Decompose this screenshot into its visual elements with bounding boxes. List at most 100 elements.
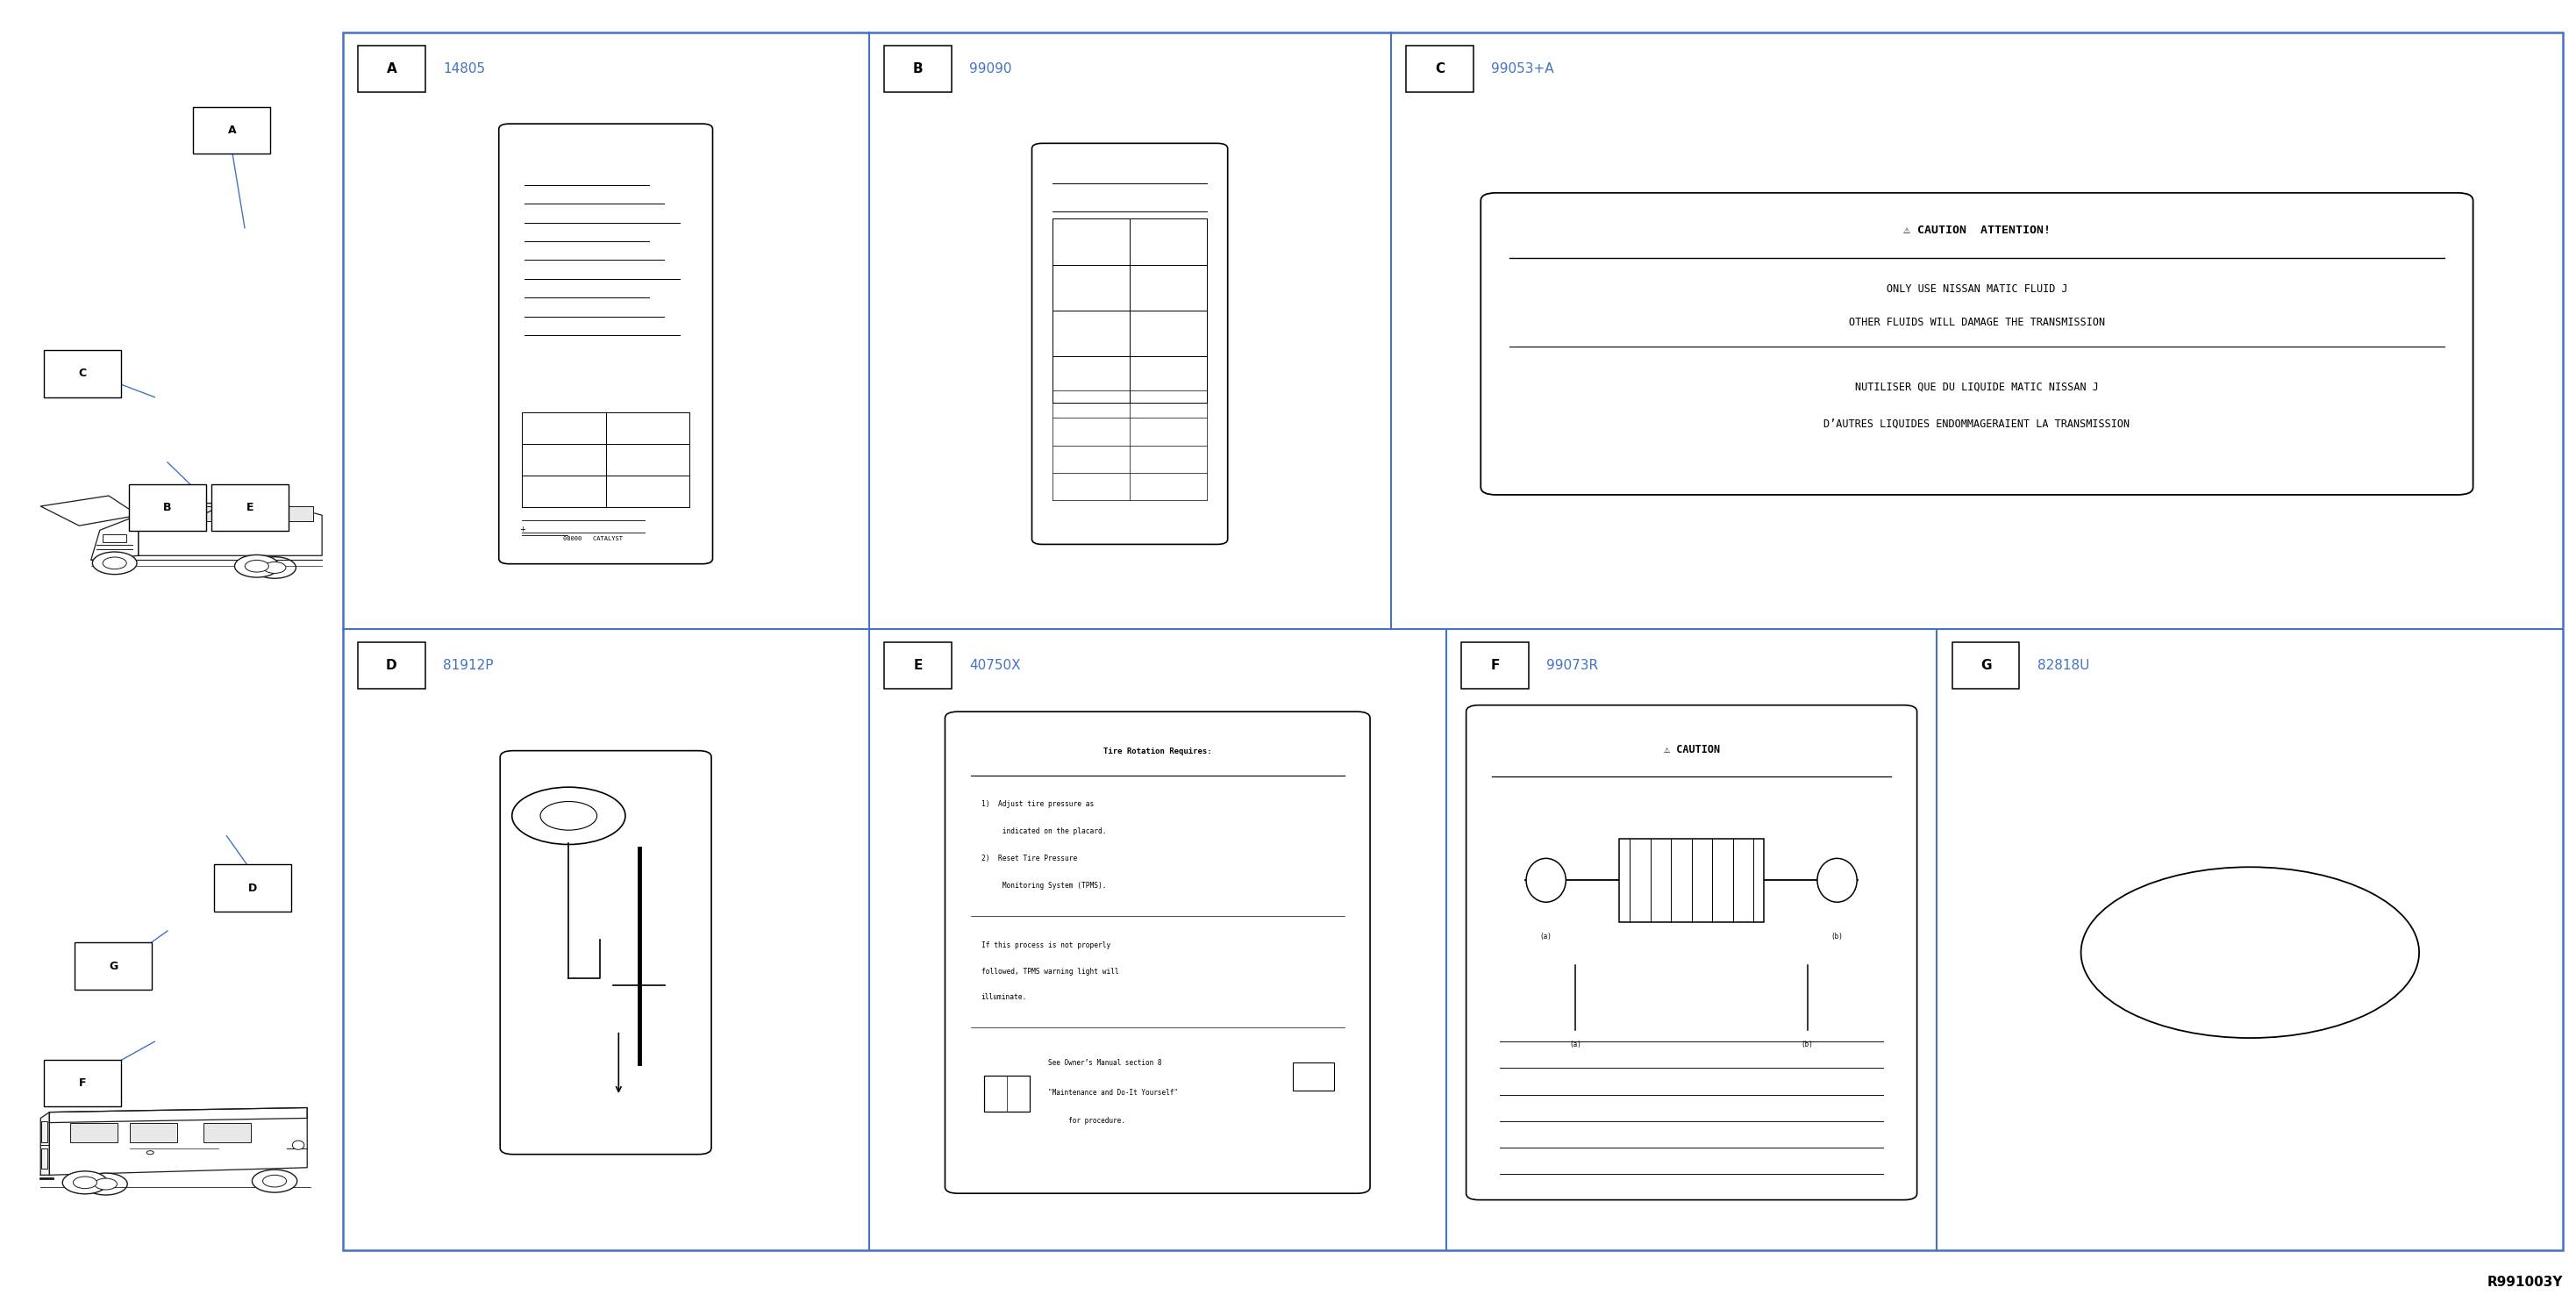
- Bar: [358, 642, 425, 689]
- Bar: [129, 484, 206, 531]
- Ellipse shape: [1816, 858, 1857, 902]
- Text: Monitoring System (TPMS).: Monitoring System (TPMS).: [981, 881, 1105, 889]
- Polygon shape: [139, 503, 322, 556]
- Circle shape: [245, 560, 268, 572]
- Bar: [1953, 642, 2020, 689]
- Bar: [41, 1148, 49, 1169]
- Text: B: B: [912, 62, 922, 76]
- Text: +: +: [520, 526, 526, 534]
- Circle shape: [252, 557, 296, 578]
- Polygon shape: [90, 516, 139, 560]
- Ellipse shape: [1525, 858, 1566, 902]
- Text: ⚠ CAUTION: ⚠ CAUTION: [1664, 743, 1721, 755]
- Circle shape: [263, 562, 286, 573]
- Text: ONLY USE NISSAN MATIC FLUID J: ONLY USE NISSAN MATIC FLUID J: [1886, 284, 2069, 296]
- Bar: [214, 865, 291, 911]
- Text: 14805: 14805: [443, 62, 484, 76]
- Circle shape: [541, 802, 598, 831]
- Text: If this process is not properly: If this process is not properly: [981, 941, 1110, 949]
- Bar: [75, 943, 152, 990]
- Bar: [193, 107, 270, 154]
- Circle shape: [95, 1178, 116, 1190]
- Text: G: G: [108, 961, 118, 971]
- Text: A: A: [227, 125, 237, 135]
- Bar: [884, 46, 951, 92]
- Text: ⚠ CAUTION  ATTENTION!: ⚠ CAUTION ATTENTION!: [1904, 224, 2050, 236]
- Bar: [358, 46, 425, 92]
- Bar: [1461, 642, 1528, 689]
- Text: D’AUTRES LIQUIDES ENDOMMAGERAIENT LA TRANSMISSION: D’AUTRES LIQUIDES ENDOMMAGERAIENT LA TRA…: [1824, 418, 2130, 430]
- Text: F: F: [1492, 659, 1499, 672]
- Text: B: B: [162, 503, 173, 513]
- Bar: [1620, 838, 1765, 922]
- Text: 99073R: 99073R: [1546, 659, 1600, 672]
- Bar: [984, 1075, 1030, 1112]
- Text: 08000   CATALYST: 08000 CATALYST: [564, 536, 623, 542]
- FancyBboxPatch shape: [1481, 193, 2473, 495]
- Bar: [1293, 1062, 1334, 1091]
- Bar: [211, 484, 289, 531]
- Bar: [44, 1060, 121, 1107]
- Bar: [343, 33, 2563, 1250]
- Bar: [70, 1122, 118, 1142]
- Text: R991003Y: R991003Y: [2488, 1276, 2563, 1289]
- Bar: [1406, 46, 1473, 92]
- Text: See Owner’s Manual section 8: See Owner’s Manual section 8: [1048, 1059, 1162, 1066]
- Text: C: C: [1435, 62, 1445, 76]
- FancyBboxPatch shape: [1033, 143, 1229, 544]
- Text: E: E: [914, 659, 922, 672]
- Polygon shape: [49, 1108, 307, 1174]
- Text: "Maintenance and Do-It Yourself": "Maintenance and Do-It Yourself": [1048, 1090, 1177, 1098]
- Bar: [129, 1122, 178, 1142]
- Polygon shape: [49, 1108, 307, 1122]
- Circle shape: [93, 552, 137, 574]
- Circle shape: [263, 1174, 286, 1187]
- Bar: [103, 535, 126, 542]
- Polygon shape: [41, 496, 139, 526]
- Text: (b): (b): [1832, 932, 1844, 940]
- Bar: [204, 1122, 250, 1142]
- Circle shape: [103, 557, 126, 569]
- Text: 2)  Reset Tire Pressure: 2) Reset Tire Pressure: [981, 855, 1077, 863]
- FancyBboxPatch shape: [1466, 706, 1917, 1200]
- Polygon shape: [240, 506, 270, 521]
- Text: G: G: [1981, 659, 1991, 672]
- Text: A: A: [386, 62, 397, 76]
- Polygon shape: [198, 506, 229, 521]
- Circle shape: [72, 1177, 98, 1189]
- Text: followed, TPMS warning light will: followed, TPMS warning light will: [981, 967, 1118, 975]
- Text: indicated on the placard.: indicated on the placard.: [981, 827, 1105, 835]
- Circle shape: [62, 1172, 108, 1194]
- Circle shape: [85, 1173, 126, 1195]
- Bar: [44, 350, 121, 397]
- Text: C: C: [77, 368, 88, 379]
- Text: 82818U: 82818U: [2038, 659, 2089, 672]
- Text: (b): (b): [1801, 1040, 1814, 1048]
- Circle shape: [147, 1151, 155, 1155]
- Text: for procedure.: for procedure.: [1048, 1117, 1126, 1125]
- Text: D: D: [386, 659, 397, 672]
- Text: OTHER FLUIDS WILL DAMAGE THE TRANSMISSION: OTHER FLUIDS WILL DAMAGE THE TRANSMISSIO…: [1850, 316, 2105, 328]
- Text: E: E: [247, 503, 252, 513]
- Bar: [884, 642, 951, 689]
- Polygon shape: [41, 1112, 49, 1174]
- Text: (a): (a): [1540, 932, 1553, 940]
- Text: 40750X: 40750X: [969, 659, 1020, 672]
- Circle shape: [252, 1169, 296, 1193]
- FancyBboxPatch shape: [945, 712, 1370, 1194]
- Bar: [41, 1121, 49, 1142]
- Text: D: D: [247, 883, 258, 893]
- Text: 99053+A: 99053+A: [1492, 62, 1553, 76]
- Circle shape: [2081, 867, 2419, 1038]
- FancyBboxPatch shape: [500, 124, 714, 564]
- Text: Tire Rotation Requires:: Tire Rotation Requires:: [1103, 747, 1211, 755]
- Text: 1)  Adjust tire pressure as: 1) Adjust tire pressure as: [981, 801, 1095, 809]
- Polygon shape: [139, 503, 227, 521]
- Text: NUTILISER QUE DU LIQUIDE MATIC NISSAN J: NUTILISER QUE DU LIQUIDE MATIC NISSAN J: [1855, 381, 2099, 392]
- Circle shape: [234, 555, 278, 577]
- Text: F: F: [80, 1078, 85, 1088]
- Text: 99090: 99090: [969, 62, 1012, 76]
- Circle shape: [513, 788, 626, 845]
- Text: (a): (a): [1569, 1040, 1582, 1048]
- Polygon shape: [281, 506, 314, 521]
